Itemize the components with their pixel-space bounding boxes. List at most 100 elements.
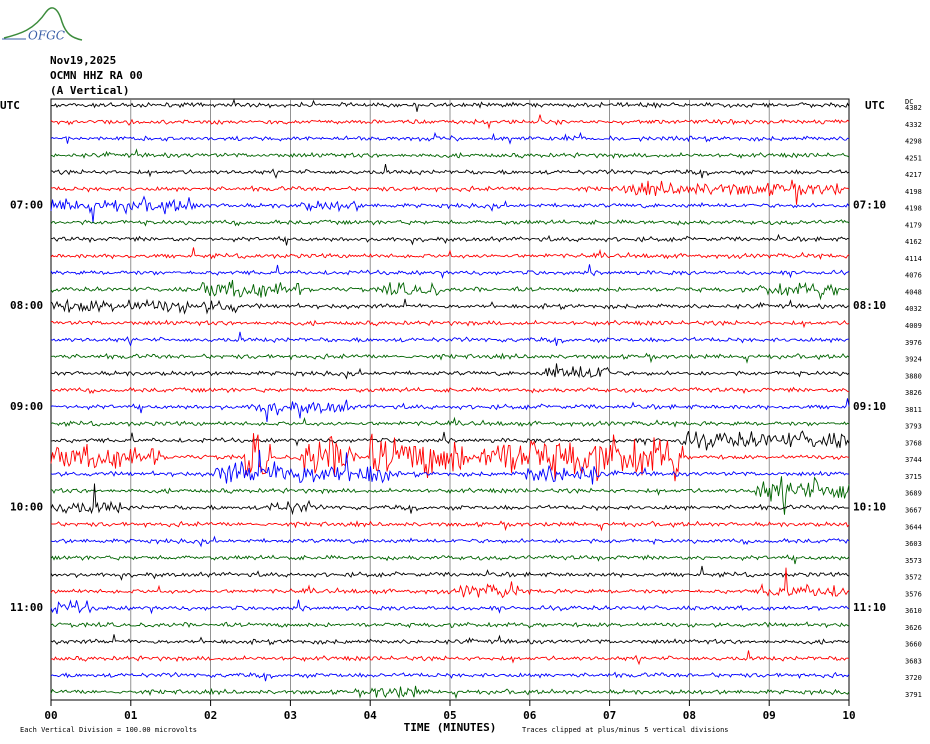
- trace: [50, 671, 850, 682]
- x-axis-title: TIME (MINUTES): [404, 721, 497, 734]
- trace: [50, 233, 850, 246]
- right-time-label: 10:10: [853, 500, 886, 513]
- trace: [50, 416, 850, 428]
- trace: [50, 621, 850, 629]
- dc-value: 3720: [905, 674, 922, 682]
- dc-value: 3689: [905, 490, 922, 498]
- dc-value: 3826: [905, 389, 922, 397]
- right-time-label: 11:10: [853, 601, 886, 614]
- trace: [50, 131, 850, 145]
- dc-value: 4032: [905, 305, 922, 313]
- date: Nov19,2025: [50, 54, 116, 67]
- trace: [50, 148, 850, 159]
- dc-value: 3644: [905, 523, 922, 531]
- left-title: UTC: [0, 99, 20, 112]
- trace: [50, 433, 850, 482]
- trace: [50, 114, 850, 130]
- dc-value: 4162: [905, 238, 922, 246]
- dc-value: 3683: [905, 657, 922, 665]
- dc-value: 4048: [905, 288, 922, 296]
- x-tick-label: 10: [842, 709, 855, 722]
- x-tick-label: 01: [124, 709, 138, 722]
- trace: [50, 331, 850, 347]
- trace: [50, 554, 850, 565]
- dc-value: 3572: [905, 574, 922, 582]
- dc-value: 4198: [905, 205, 922, 213]
- trace: [50, 298, 850, 315]
- trace: [51, 352, 850, 364]
- dc-value: 3768: [905, 439, 922, 447]
- station: OCMN HHZ RA 00: [50, 69, 143, 82]
- x-tick-label: 03: [284, 709, 297, 722]
- dc-value: 4382: [905, 104, 922, 112]
- component: (A Vertical): [50, 84, 129, 97]
- trace: [50, 476, 850, 515]
- left-time-label: 09:00: [10, 400, 43, 413]
- left-time-label: 10:00: [10, 500, 43, 513]
- trace: [50, 567, 850, 599]
- trace: [50, 449, 850, 485]
- left-time-label: 11:00: [10, 601, 43, 614]
- dc-value: 3924: [905, 356, 922, 364]
- trace: [50, 219, 850, 227]
- right-title: UTC: [865, 99, 885, 112]
- dc-value: 3576: [905, 590, 922, 598]
- dc-value: 4076: [905, 272, 922, 280]
- dc-value: 4179: [905, 221, 922, 229]
- x-tick-label: 02: [204, 709, 217, 722]
- logo-text: OFGC: [28, 29, 65, 43]
- trace: [50, 247, 850, 261]
- x-tick-label: 05: [443, 709, 456, 722]
- scale-note: Each Vertical Division = 100.00 microvol…: [20, 726, 197, 734]
- trace: [50, 520, 850, 532]
- dc-value: 4114: [905, 255, 922, 263]
- left-time-label: 08:00: [10, 299, 43, 312]
- x-tick-label: 07: [603, 709, 616, 722]
- dc-value: 3603: [905, 540, 922, 548]
- trace: [50, 535, 850, 548]
- trace: [50, 98, 850, 112]
- trace: [50, 164, 850, 179]
- x-tick-label: 06: [523, 709, 537, 722]
- dc-value: 4332: [905, 121, 922, 129]
- dc-value: 4009: [905, 322, 922, 330]
- trace: [50, 430, 850, 451]
- dc-value: 3660: [905, 641, 922, 649]
- x-tick-label: 04: [364, 709, 378, 722]
- dc-value: 3793: [905, 423, 922, 431]
- trace: [50, 599, 850, 615]
- dc-value: 3791: [905, 691, 922, 699]
- dc-value: 3811: [905, 406, 922, 414]
- clip-note: Traces clipped at plus/minus 5 vertical …: [522, 726, 729, 734]
- dc-title: DC: [905, 98, 913, 106]
- dc-value: 3626: [905, 624, 922, 632]
- right-time-label: 09:10: [853, 400, 886, 413]
- dc-value: 4198: [905, 188, 922, 196]
- dc-value: 4251: [905, 154, 922, 162]
- dc-value: 4217: [905, 171, 922, 179]
- x-tick-label: 08: [683, 709, 696, 722]
- trace: [50, 685, 850, 700]
- x-tick-label: 00: [44, 709, 57, 722]
- dc-value: 3610: [905, 607, 922, 615]
- dc-value: 3715: [905, 473, 922, 481]
- right-time-label: 07:10: [853, 199, 886, 212]
- trace: [50, 319, 850, 329]
- dc-value: 3667: [905, 506, 922, 514]
- trace: [50, 483, 850, 516]
- trace: [50, 363, 850, 380]
- dc-value: 3880: [905, 372, 922, 380]
- dc-value: 3573: [905, 557, 922, 565]
- trace: [50, 279, 850, 301]
- trace: [50, 264, 850, 279]
- trace: [50, 386, 850, 395]
- trace: [50, 565, 850, 581]
- trace: [50, 650, 850, 666]
- x-tick-label: 09: [763, 709, 776, 722]
- trace: [50, 398, 850, 423]
- right-time-label: 08:10: [853, 299, 886, 312]
- left-time-label: 07:00: [10, 199, 43, 212]
- dc-value: 3744: [905, 456, 922, 464]
- trace: [50, 634, 850, 646]
